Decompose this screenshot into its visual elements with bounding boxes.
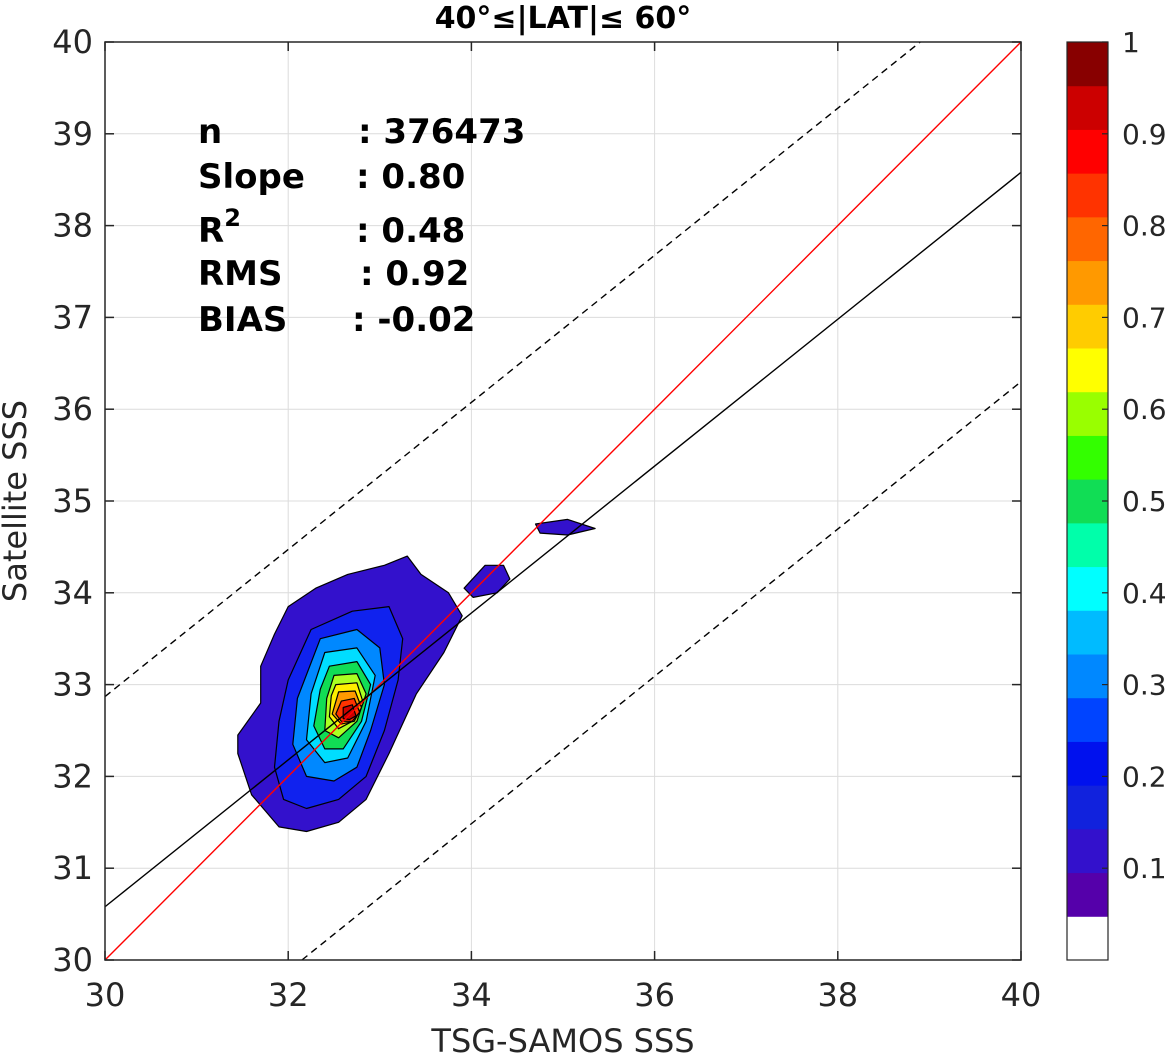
colorbar-swatch <box>1067 173 1108 218</box>
y-tick-label: 40 <box>52 23 93 61</box>
colorbar-swatch <box>1067 85 1108 130</box>
colorbar-tick-label: 1 <box>1122 26 1140 59</box>
colorbar-swatch <box>1067 610 1108 655</box>
colorbar: 0.1 0.2 0.3 0.4 0.5 0.6 0.7 0.8 0.9 1 <box>1066 26 1167 961</box>
colorbar-tick-label: 0.2 <box>1122 760 1167 793</box>
x-tick-label: 38 <box>817 976 858 1014</box>
colorbar-swatch <box>1067 916 1108 961</box>
colorbar-tick-label: 0.3 <box>1122 669 1167 702</box>
upper-bound-line <box>104 41 921 698</box>
x-tick-label: 40 <box>1001 976 1042 1014</box>
one-to-one-line <box>104 41 1022 961</box>
colorbar-swatch <box>1067 522 1108 568</box>
colorbar-swatch <box>1067 42 1108 87</box>
colorbar-tick-label: 0.5 <box>1122 485 1167 518</box>
y-tick-label: 30 <box>52 941 93 979</box>
colorbar-swatch <box>1067 566 1108 611</box>
x-axis-label: TSG-SAMOS SSS <box>430 1022 694 1055</box>
colorbar-tick-label: 0.8 <box>1122 210 1167 243</box>
y-tick-label: 31 <box>52 849 93 887</box>
y-axis-label: Satellite SSS <box>0 400 34 602</box>
chart-title: 40°≤|LAT|≤ 60° <box>435 1 692 36</box>
colorbar-tick-label: 0.6 <box>1122 393 1167 426</box>
colorbar-swatch <box>1067 348 1108 393</box>
y-tick-label: 33 <box>52 666 93 704</box>
y-tick-label: 35 <box>52 482 93 520</box>
stat-label: n <box>198 112 222 152</box>
colorbar-swatch <box>1067 304 1108 349</box>
colorbar-swatch <box>1067 129 1108 174</box>
colorbar-swatch <box>1067 391 1108 436</box>
stat-label: RMS <box>198 254 283 294</box>
x-tick-label: 36 <box>634 976 675 1014</box>
colorbar-swatch <box>1067 654 1108 699</box>
colorbar-swatch <box>1067 216 1108 262</box>
stat-label-superscript: 2 <box>224 204 241 232</box>
stat-value: : 0.92 <box>360 254 469 294</box>
contour-level <box>534 518 596 536</box>
stat-label: BIAS <box>198 300 287 340</box>
colorbar-tick-label: 0.1 <box>1122 852 1167 885</box>
colorbar-swatch <box>1067 260 1108 305</box>
stat-value: : 0.80 <box>356 157 465 197</box>
lower-bound-line <box>301 381 1022 961</box>
stat-value: : 376473 <box>358 112 525 152</box>
colorbar-swatch <box>1067 872 1108 917</box>
colorbar-tick-label: 0.9 <box>1122 118 1167 151</box>
x-tick-label: 34 <box>451 976 492 1014</box>
y-tick-label: 34 <box>52 574 93 612</box>
colorbar-swatch <box>1067 785 1108 830</box>
x-tick-label: 32 <box>268 976 309 1014</box>
y-tick-label: 37 <box>52 298 93 336</box>
colorbar-swatch <box>1067 828 1108 874</box>
stat-value: : -0.02 <box>352 300 475 340</box>
colorbar-swatch <box>1067 741 1108 786</box>
colorbar-tick-label: 0.4 <box>1122 577 1167 610</box>
colorbar-tick-label: 0.7 <box>1122 301 1167 334</box>
regression-line <box>104 171 1022 908</box>
y-tick-label: 38 <box>52 207 93 245</box>
y-tick-label: 32 <box>52 757 93 795</box>
colorbar-swatch <box>1067 479 1108 524</box>
y-tick-label: 39 <box>52 115 93 153</box>
colorbar-swatch <box>1067 697 1108 742</box>
stat-label: Slope <box>198 157 305 197</box>
stat-value: : 0.48 <box>356 211 465 251</box>
x-tick-labels: 30 32 34 36 38 40 <box>85 42 1042 1014</box>
x-tick-label: 30 <box>85 976 126 1014</box>
colorbar-swatch <box>1067 435 1108 480</box>
y-tick-label: 36 <box>52 390 93 428</box>
reference-lines <box>104 41 1022 961</box>
y-tick-labels: 30 31 32 33 34 35 36 37 38 39 40 <box>52 23 1021 979</box>
